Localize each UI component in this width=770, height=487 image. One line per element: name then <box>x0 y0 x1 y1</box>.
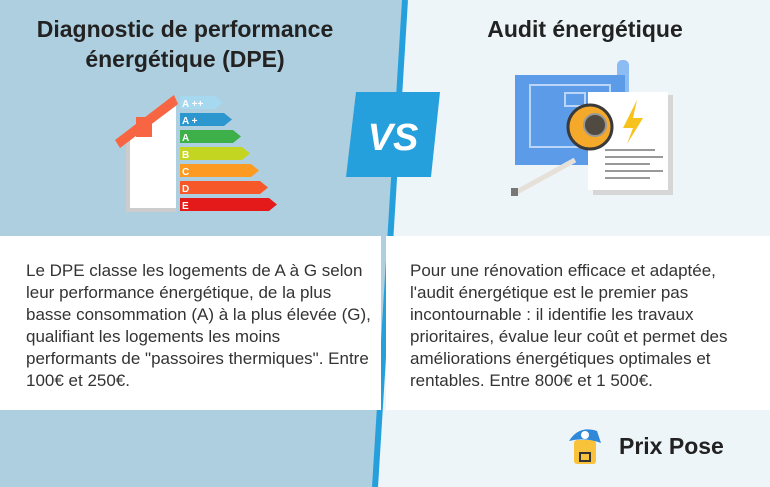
energy-class-bar <box>180 198 277 211</box>
energy-class-label: A ++ <box>182 99 203 110</box>
dpe-title: Diagnostic de performance énergétique (DP… <box>36 16 334 72</box>
energy-class-bar <box>180 181 268 194</box>
energy-class-bar <box>180 96 223 109</box>
energy-class-bar <box>180 147 250 160</box>
energy-class-label: B <box>182 150 189 161</box>
energy-class-label: D <box>182 184 189 195</box>
dpe-description: Le DPE classe les logements de A à G sel… <box>0 236 381 410</box>
energy-class-bar <box>180 164 259 177</box>
audit-blueprint-icon <box>511 60 673 196</box>
audit-description: Pour une rénovation efficace et adaptée,… <box>386 236 770 410</box>
energy-class-label: A <box>182 133 189 144</box>
energy-class-label: E <box>182 201 189 212</box>
audit-title: Audit énergétique <box>487 16 683 42</box>
prix-pose-logo: Prix Pose <box>565 425 724 467</box>
energy-class-label: A + <box>182 116 198 127</box>
energy-class-bar <box>180 113 232 126</box>
svg-text:VS: VS <box>368 117 419 159</box>
energy-class-label: C <box>182 167 189 178</box>
energy-class-bar <box>180 130 241 143</box>
brand-name: Prix Pose <box>619 432 724 459</box>
vs-badge: VS <box>346 92 440 177</box>
mascot-icon <box>569 429 601 464</box>
